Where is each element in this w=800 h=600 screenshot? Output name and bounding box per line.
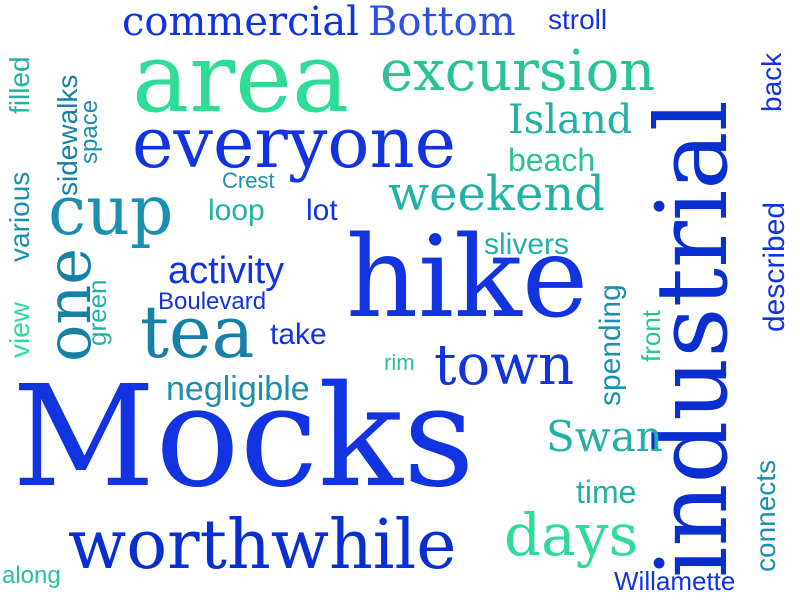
word-time: time bbox=[576, 474, 637, 510]
word-along: along bbox=[2, 562, 61, 589]
word-back: back bbox=[756, 52, 787, 112]
word-beach: beach bbox=[508, 142, 596, 178]
word-described: described bbox=[758, 201, 791, 332]
word-crest: Crest bbox=[222, 168, 275, 193]
word-stroll: stroll bbox=[548, 4, 608, 35]
word-rim: rim bbox=[384, 350, 415, 375]
word-days: days bbox=[504, 501, 639, 569]
word-lot: lot bbox=[306, 194, 338, 227]
word-weekend: weekend bbox=[388, 166, 606, 222]
word-negligible: negligible bbox=[166, 370, 310, 408]
word-town: town bbox=[434, 333, 575, 398]
word-willamette: Willamette bbox=[614, 566, 736, 596]
word-various: various bbox=[4, 171, 35, 262]
word-mocks: Mocks bbox=[12, 356, 475, 519]
word-swan: Swan bbox=[546, 412, 663, 461]
word-everyone: everyone bbox=[132, 102, 457, 184]
word-island: Island bbox=[508, 97, 633, 143]
word-view: view bbox=[4, 301, 35, 358]
word-connects: connects bbox=[750, 459, 781, 572]
word-filled: filled bbox=[4, 56, 35, 114]
word-activity: activity bbox=[168, 250, 285, 292]
word-tea: tea bbox=[140, 290, 255, 374]
word-bottom: Bottom bbox=[368, 0, 516, 45]
word-slivers: slivers bbox=[484, 228, 570, 261]
word-front: front bbox=[636, 309, 666, 362]
word-boulevard: Boulevard bbox=[158, 288, 267, 315]
word-commercial: commercial bbox=[122, 0, 359, 45]
word-cup: cup bbox=[48, 172, 174, 251]
word-excursion: excursion bbox=[380, 39, 656, 104]
word-hike: hike bbox=[346, 213, 589, 343]
word-take: take bbox=[270, 318, 327, 351]
word-space: space bbox=[76, 99, 103, 164]
word-area: area bbox=[132, 22, 350, 134]
word-loop: loop bbox=[208, 194, 265, 227]
word-green: green bbox=[82, 279, 112, 347]
word-spending: spending bbox=[594, 284, 627, 406]
word-worthwhile: worthwhile bbox=[68, 506, 457, 585]
